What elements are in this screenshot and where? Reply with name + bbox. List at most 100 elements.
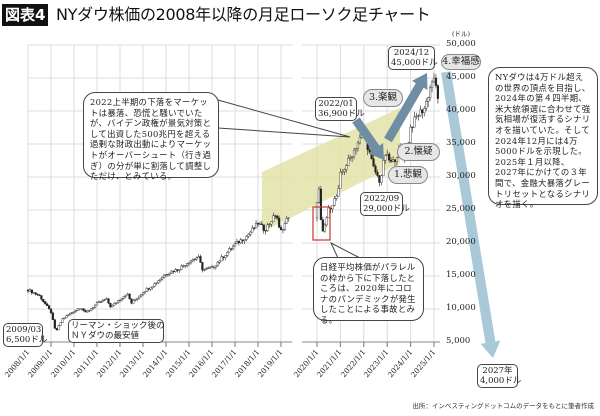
candle-body — [164, 274, 168, 276]
candle-body — [168, 272, 171, 275]
candle-body — [128, 293, 131, 300]
candle-body — [427, 97, 430, 102]
callout-nikkei-pointer — [329, 241, 361, 259]
candle-body — [210, 266, 214, 268]
candle-body — [421, 109, 424, 114]
candle-body — [262, 224, 265, 231]
y-tick-label: 25,000 — [446, 204, 476, 214]
candle-body — [205, 268, 208, 270]
callout-nikkei-covid: 日経平均株価がパラレルの枠から下に下落したところは、2020年にコロナのパンデミ… — [313, 257, 424, 325]
candle-body — [388, 153, 391, 161]
candle-body — [376, 171, 379, 176]
y-tick-label: 10,000 — [446, 303, 476, 313]
candle-body — [170, 270, 173, 274]
candle-body — [141, 292, 145, 295]
candle-body — [178, 269, 181, 271]
candle-body — [419, 109, 422, 116]
figure-number-badge: 図表4 — [2, 4, 49, 26]
candle-body — [126, 293, 129, 296]
candle-body — [46, 303, 49, 307]
candle-body — [251, 227, 254, 233]
candle-body — [226, 252, 229, 256]
candle-body — [339, 172, 342, 189]
candle-body — [187, 262, 191, 264]
candle-body — [327, 207, 330, 218]
candle-body — [195, 257, 198, 260]
candle-body — [130, 298, 133, 304]
candle-body — [88, 310, 91, 312]
candle-body — [118, 299, 122, 301]
y-axis-unit: (ドル) — [452, 30, 471, 38]
candle-body — [378, 175, 381, 183]
candle-body — [268, 223, 271, 226]
candle-body — [132, 300, 135, 304]
candle-body — [36, 293, 39, 296]
phase-1-pessimism: 1.悲観 — [388, 166, 428, 184]
candle-body — [432, 77, 436, 83]
candle-body — [429, 87, 432, 98]
candle-body — [92, 307, 95, 309]
candle-body — [333, 198, 336, 206]
candle-body — [283, 223, 286, 230]
candle-body — [115, 302, 118, 304]
candle-body — [351, 156, 354, 158]
candle-body — [193, 258, 196, 260]
candle-body — [325, 217, 328, 226]
candle-body — [315, 202, 319, 219]
candle-body — [281, 229, 285, 231]
candle-body — [90, 308, 93, 311]
candle-body — [57, 325, 60, 331]
y-tick-label: 40,000 — [446, 105, 476, 115]
candle-body — [285, 218, 288, 224]
candle-body — [231, 245, 235, 250]
candle-body — [374, 165, 377, 173]
label-lehman-low: リーマン・ショック後の ＮＹダウの最安値 — [68, 319, 165, 343]
candle-body — [172, 270, 175, 273]
candle-body — [411, 126, 414, 128]
candle-body — [203, 269, 206, 271]
candle-body — [323, 224, 326, 232]
candle-body — [434, 77, 438, 86]
candle-body — [270, 221, 273, 225]
candle-body — [80, 308, 83, 310]
candle-body — [436, 85, 439, 99]
candle-body — [415, 115, 418, 118]
candle-body — [116, 300, 120, 304]
y-tick-label: 5,000 — [446, 336, 471, 346]
candle-body — [107, 298, 110, 304]
candle-body — [103, 299, 106, 301]
source-note: 出所：インベスティングドットコムのデータをもとに筆者作成 — [412, 402, 594, 410]
candle-body — [199, 256, 202, 263]
candle-body — [425, 101, 428, 109]
candle-body — [40, 295, 43, 300]
candle-body — [277, 217, 281, 228]
candle-body — [184, 265, 187, 267]
candle-body — [63, 317, 66, 319]
candle-body — [47, 305, 51, 310]
candle-body — [109, 302, 112, 308]
candle-body — [358, 137, 361, 144]
candle-body — [279, 227, 283, 230]
candle-body — [241, 239, 244, 242]
candle-body — [430, 81, 434, 88]
candle-body — [93, 304, 97, 308]
label-2027-forecast: 2027年 4,000ドル — [477, 364, 521, 388]
candle-body — [34, 292, 37, 295]
candle-body — [201, 262, 204, 271]
candle-body — [111, 305, 114, 308]
candle-body — [276, 215, 279, 219]
label-2024-high: 2024/12 45,000ドル — [388, 46, 438, 70]
candle-body — [352, 149, 356, 157]
candle-body — [72, 311, 76, 313]
candle-body — [423, 108, 426, 114]
candle-body — [185, 263, 189, 266]
candle-body — [216, 261, 219, 266]
candle-body — [84, 310, 87, 313]
candle-body — [214, 265, 217, 268]
candle-body — [331, 205, 334, 210]
candle-body — [321, 219, 324, 232]
candle-body — [182, 265, 185, 267]
candle-body — [368, 149, 371, 153]
